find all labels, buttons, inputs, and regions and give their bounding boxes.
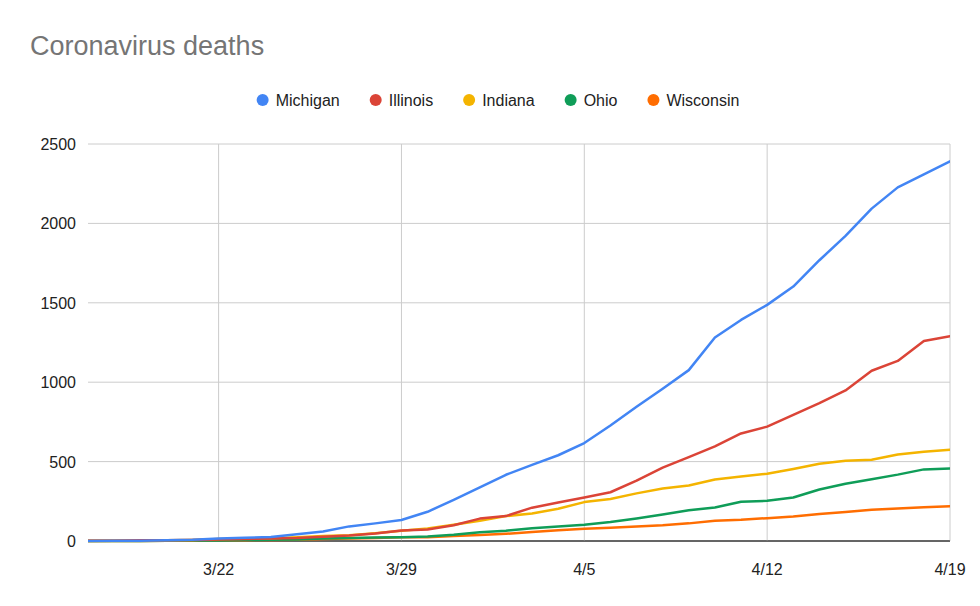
legend: Michigan Illinois Indiana Ohio Wisconsin — [257, 92, 740, 109]
legend-label: Indiana — [482, 92, 535, 109]
title: Coronavirus deaths — [30, 31, 264, 61]
legend-item: Michigan — [257, 92, 340, 109]
legend-label: Ohio — [584, 92, 618, 109]
y-grid-line — [88, 223, 950, 224]
y-tick-label: 2500 — [40, 136, 76, 153]
series-line — [88, 336, 950, 541]
y-tick-label: 2000 — [40, 215, 76, 232]
x-grid-line — [584, 144, 585, 541]
legend-swatch — [565, 94, 577, 106]
x-grid-line — [401, 144, 402, 541]
series-line — [88, 450, 950, 541]
x-grid-line — [767, 144, 768, 541]
chart: Coronavirus deaths 0 500 1000 1500 2000 2500 3/… — [0, 0, 980, 606]
background — [0, 0, 980, 606]
y-grid-line — [88, 302, 950, 303]
legend-swatch — [647, 94, 659, 106]
legend-swatch — [463, 94, 475, 106]
y-grid-line — [88, 144, 950, 145]
x-tick-label: 3/29 — [386, 561, 417, 578]
legend-item: Indiana — [463, 92, 535, 109]
x-tick-label: 3/22 — [203, 561, 234, 578]
legend-label: Wisconsin — [666, 92, 739, 109]
y-tick-label: 1000 — [40, 374, 76, 391]
legend-swatch — [257, 94, 269, 106]
x-grid-line — [218, 144, 219, 541]
y-grid-line — [88, 382, 950, 383]
legend-swatch — [370, 94, 382, 106]
y-grid-line — [88, 461, 950, 462]
grid — [88, 144, 950, 541]
legend-label: Illinois — [389, 92, 433, 109]
x-tick-label: 4/19 — [934, 561, 965, 578]
series-line — [88, 468, 950, 541]
legend-item: Illinois — [370, 92, 433, 109]
series-line — [88, 161, 950, 541]
legend-label: Michigan — [276, 92, 340, 109]
y-tick-label: 0 — [67, 533, 76, 550]
x-grid-line — [950, 144, 951, 541]
x-tick-label: 4/12 — [752, 561, 783, 578]
legend-item: Ohio — [565, 92, 618, 109]
legend-item: Wisconsin — [647, 92, 739, 109]
y-tick-label: 1500 — [40, 295, 76, 312]
series-lines — [88, 161, 950, 541]
y-tick-label: 500 — [49, 454, 76, 471]
x-tick-label: 4/5 — [573, 561, 595, 578]
